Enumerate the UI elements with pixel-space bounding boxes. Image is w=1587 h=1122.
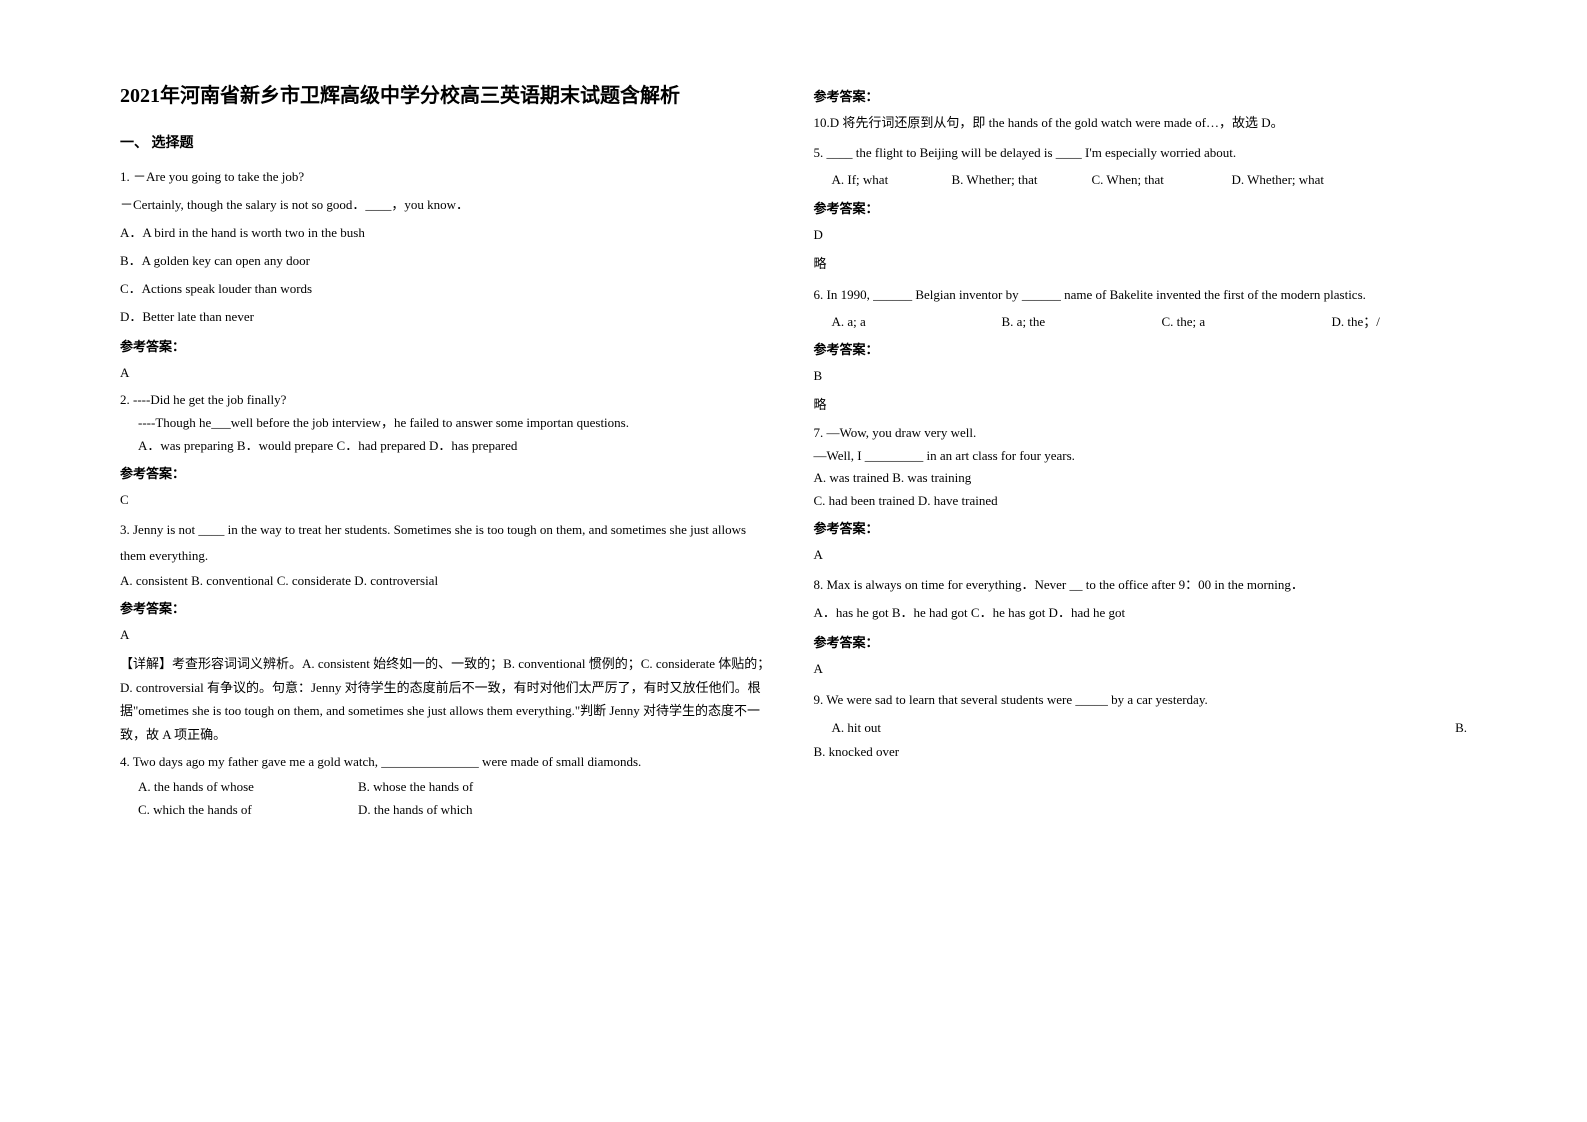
q5-omit: 略 (814, 252, 1468, 275)
section-heading: 一、 选择题 (120, 132, 774, 152)
q4-opt-c: C. which the hands of (138, 798, 358, 821)
q4-answer: 10.D 将先行词还原到从句，即 the hands of the gold w… (814, 111, 1468, 134)
page-title: 2021年河南省新乡市卫辉高级中学分校高三英语期末试题含解析 (120, 80, 774, 112)
q5-answer: D (814, 223, 1468, 246)
q4-opt-d: D. the hands of which (358, 798, 472, 821)
answer-label: 参考答案： (814, 86, 1468, 105)
q1-line2: －Certainly, though the salary is not so … (120, 192, 774, 218)
q1-opt-c: C．Actions speak louder than words (120, 276, 774, 302)
q4-opt-a: A. the hands of whose (138, 775, 358, 798)
left-column: 2021年河南省新乡市卫辉高级中学分校高三英语期末试题含解析 一、 选择题 1.… (100, 80, 794, 1082)
q6-omit: 略 (814, 393, 1468, 416)
question-6: 6. In 1990, ______ Belgian inventor by _… (814, 282, 1468, 417)
question-3: 3. Jenny is not ____ in the way to treat… (120, 517, 774, 746)
q5-opt-a: A. If; what (832, 168, 952, 191)
question-2: 2. ----Did he get the job finally? ----T… (120, 390, 774, 511)
q2-line2: ----Though he___well before the job inte… (120, 413, 774, 434)
q6-line1: 6. In 1990, ______ Belgian inventor by _… (814, 282, 1468, 308)
q6-opt-d: D. the；/ (1332, 310, 1380, 333)
q7-line2: —Well, I _________ in an art class for f… (814, 446, 1468, 467)
q7-answer: A (814, 543, 1468, 566)
q9-line1: 9. We were sad to learn that several stu… (814, 687, 1468, 713)
q8-options: A．has he got B．he had got C．he has got D… (814, 600, 1468, 626)
q1-opt-a: A．A bird in the hand is worth two in the… (120, 220, 774, 246)
q9-opt-b: B. knocked over (814, 739, 1468, 765)
question-9: 9. We were sad to learn that several stu… (814, 687, 1468, 765)
q2-line1: 2. ----Did he get the job finally? (120, 390, 774, 411)
question-1: 1. －Are you going to take the job? －Cert… (120, 164, 774, 384)
question-7: 7. —Wow, you draw very well. —Well, I __… (814, 423, 1468, 567)
q6-opt-b: B. a; the (1002, 310, 1162, 333)
q5-opt-c: C. When; that (1092, 168, 1232, 191)
q6-opts: A. a; a B. a; the C. the; a D. the；/ (814, 310, 1468, 333)
q7-opts-cd: C. had been trained D. have trained (814, 491, 1468, 512)
q7-line1: 7. —Wow, you draw very well. (814, 423, 1468, 444)
q4-line1: 4. Two days ago my father gave me a gold… (120, 752, 774, 773)
q6-opt-c: C. the; a (1162, 310, 1332, 333)
q9-opts: A. hit out B. (814, 715, 1468, 741)
q9-opt-a: A. hit out (814, 720, 881, 735)
q1-opt-b: B．A golden key can open any door (120, 248, 774, 274)
answer-label: 参考答案： (814, 518, 1468, 537)
q5-opts: A. If; what B. Whether; that C. When; th… (814, 168, 1468, 191)
answer-label: 参考答案： (814, 198, 1468, 217)
q9-opt-b-prefix: B. (1455, 715, 1467, 741)
answer-label: 参考答案： (814, 339, 1468, 358)
answer-label: 参考答案： (120, 336, 774, 355)
q6-opt-a: A. a; a (832, 310, 1002, 333)
q8-line1: 8. Max is always on time for everything．… (814, 572, 1468, 598)
q1-line1: 1. －Are you going to take the job? (120, 164, 774, 190)
q3-line1: 3. Jenny is not ____ in the way to treat… (120, 517, 774, 569)
q1-answer: A (120, 361, 774, 384)
q5-opt-b: B. Whether; that (952, 168, 1092, 191)
q8-answer: A (814, 657, 1468, 680)
q7-opts-ab: A. was trained B. was training (814, 468, 1468, 489)
q3-options: A. consistent B. conventional C. conside… (120, 571, 774, 592)
right-column: 参考答案： 10.D 将先行词还原到从句，即 the hands of the … (794, 80, 1488, 1082)
q3-explain: 【详解】考查形容词词义辨析。A. consistent 始终如一的、一致的；B.… (120, 652, 774, 746)
answer-label: 参考答案： (120, 598, 774, 617)
q6-answer: B (814, 364, 1468, 387)
q2-options: A．was preparing B．would prepare C．had pr… (120, 436, 774, 457)
q4-opts-cd: C. which the hands of D. the hands of wh… (120, 798, 774, 821)
answer-label: 参考答案： (814, 632, 1468, 651)
answer-label: 参考答案： (120, 463, 774, 482)
question-5: 5. ____ the flight to Beijing will be de… (814, 140, 1468, 275)
question-8: 8. Max is always on time for everything．… (814, 572, 1468, 680)
q1-opt-d: D．Better late than never (120, 304, 774, 330)
q5-line1: 5. ____ the flight to Beijing will be de… (814, 140, 1468, 166)
q5-opt-d: D. Whether; what (1232, 168, 1325, 191)
q2-answer: C (120, 488, 774, 511)
q3-answer: A (120, 623, 774, 646)
q4-opts-ab: A. the hands of whose B. whose the hands… (120, 775, 774, 798)
q4-opt-b: B. whose the hands of (358, 775, 473, 798)
question-4: 4. Two days ago my father gave me a gold… (120, 752, 774, 822)
